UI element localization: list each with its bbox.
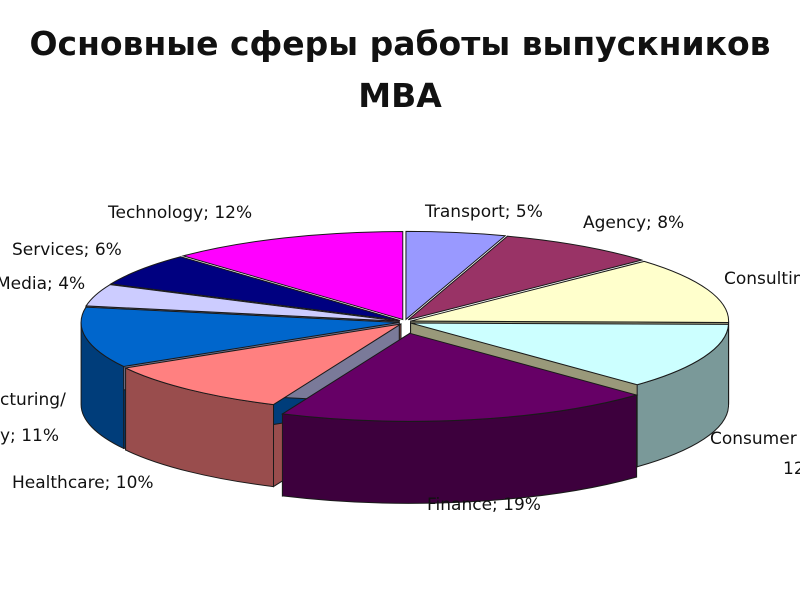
- pie-labels: Transport; 5% Agency; 8% Consulting Consume…: [0, 202, 800, 515]
- chart-title: Основные сферы работы выпускников MBA: [0, 18, 800, 122]
- slice-label-consulting: Consulting: [724, 269, 800, 289]
- slice-label-technology: Technology; 12%: [107, 203, 252, 223]
- pie-slice-consumer: [410, 322, 730, 386]
- slice-label-manufacturing: cturing/: [0, 390, 66, 410]
- chart-title-line-2: MBA: [358, 76, 442, 115]
- chart-title-line-1: Основные сферы работы выпускников: [29, 24, 771, 63]
- pie-slice-transport: [405, 230, 507, 321]
- pie-slice-media: [85, 284, 400, 322]
- slice-sublabel-manufacturing: y; 11%: [0, 426, 59, 446]
- pie-slice-manufacturing: [80, 306, 400, 367]
- pie-slice-services: [109, 256, 401, 321]
- slice-label-healthcare: Healthcare; 10%: [12, 473, 154, 493]
- pie-slice-finance: [280, 332, 639, 422]
- slice-sublabel-consumer: 12: [783, 459, 800, 479]
- slice-label-consumer: Consumer: [710, 429, 797, 449]
- pie-slice-agency: [407, 235, 644, 321]
- slice-label-finance: Finance; 19%: [427, 495, 541, 515]
- slice-label-agency: Agency; 8%: [583, 213, 684, 233]
- pie-slice-healthcare: [123, 323, 402, 406]
- slice-label-transport: Transport; 5%: [424, 202, 543, 222]
- slice-label-media: Media; 4%: [0, 274, 85, 294]
- pie-tops: [80, 230, 730, 422]
- pie-slice-consulting: [410, 260, 730, 323]
- slice-label-services: Services; 6%: [12, 240, 122, 260]
- pie-slice-technology: [181, 231, 404, 321]
